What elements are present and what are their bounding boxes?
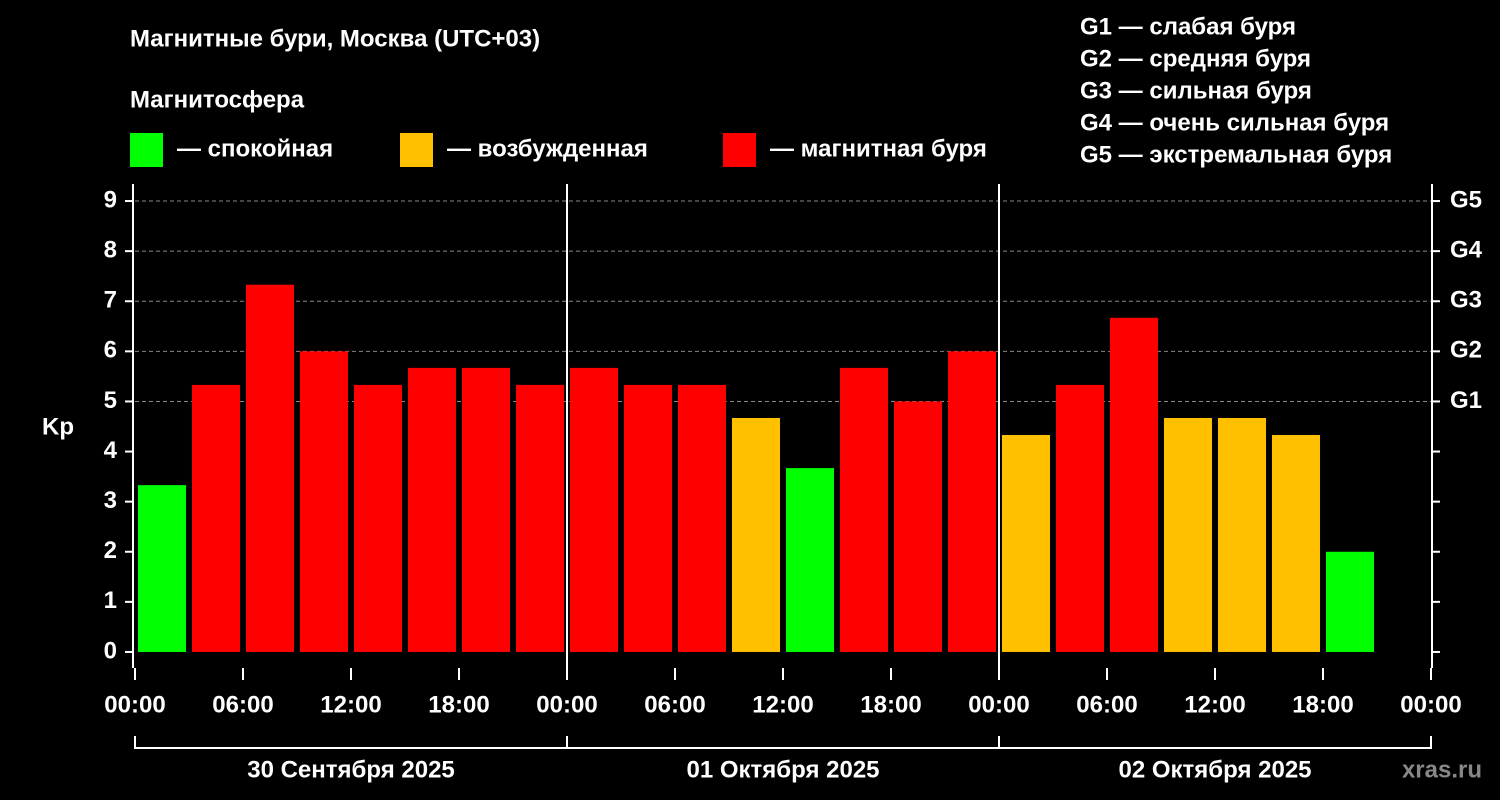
x-tick-label: 12:00 xyxy=(752,691,813,718)
storm-level: G4 — очень сильная буря xyxy=(1080,109,1389,136)
x-tick-label: 06:00 xyxy=(1076,691,1137,718)
watermark: xras.ru xyxy=(1402,756,1482,783)
bar xyxy=(785,468,835,652)
x-tick-label: 00:00 xyxy=(536,691,597,718)
y-tick-label: 8 xyxy=(104,236,117,263)
legend-swatch xyxy=(400,133,433,167)
bar xyxy=(893,401,943,652)
legend-label: — возбужденная xyxy=(447,135,648,162)
legend-swatch xyxy=(723,133,756,167)
bar xyxy=(137,485,187,652)
x-tick-label: 00:00 xyxy=(1400,691,1461,718)
bar xyxy=(623,384,673,652)
storm-level: G5 — экстремальная буря xyxy=(1080,141,1392,168)
storm-level: G3 — сильная буря xyxy=(1080,77,1312,104)
bar xyxy=(1055,384,1105,652)
bar xyxy=(245,284,295,652)
legend-label: — спокойная xyxy=(177,135,333,162)
bar xyxy=(407,367,457,652)
bar xyxy=(461,367,511,652)
y-axis-label: Kp xyxy=(42,413,74,440)
bar xyxy=(1325,551,1375,652)
y2-tick-label: G1 xyxy=(1450,387,1482,414)
y-tick-label: 9 xyxy=(104,186,117,213)
y-tick-label: 7 xyxy=(104,287,117,314)
day-label: 01 Октября 2025 xyxy=(686,756,879,783)
x-tick-label: 00:00 xyxy=(104,691,165,718)
y-tick-label: 6 xyxy=(104,337,117,364)
y-tick-label: 3 xyxy=(104,487,117,514)
bar xyxy=(947,351,997,652)
x-tick-label: 06:00 xyxy=(644,691,705,718)
x-tick-label: 18:00 xyxy=(860,691,921,718)
day-label: 30 Сентября 2025 xyxy=(247,756,455,783)
bar xyxy=(1109,317,1159,652)
x-tick-label: 12:00 xyxy=(320,691,381,718)
y-tick-label: 0 xyxy=(104,637,117,664)
bar xyxy=(515,384,565,652)
x-tick-label: 18:00 xyxy=(428,691,489,718)
y-tick-label: 4 xyxy=(104,437,118,464)
bar xyxy=(1271,435,1321,652)
bar xyxy=(1001,435,1051,652)
x-tick-label: 12:00 xyxy=(1184,691,1245,718)
legend-swatch xyxy=(130,133,163,167)
bar xyxy=(1217,417,1267,652)
y-tick-label: 1 xyxy=(104,587,117,614)
x-tick-label: 18:00 xyxy=(1292,691,1353,718)
subtitle: Магнитосфера xyxy=(130,86,305,113)
bar xyxy=(839,367,889,652)
bar xyxy=(353,384,403,652)
x-tick-label: 06:00 xyxy=(212,691,273,718)
y2-tick-label: G4 xyxy=(1450,236,1483,263)
bar xyxy=(731,417,781,652)
y2-tick-label: G3 xyxy=(1450,287,1482,314)
legend-label: — магнитная буря xyxy=(770,135,987,162)
bar xyxy=(299,351,349,652)
y2-tick-label: G2 xyxy=(1450,337,1482,364)
bar xyxy=(569,367,619,652)
storm-level: G1 — слабая буря xyxy=(1080,13,1296,40)
y-tick-label: 5 xyxy=(104,387,117,414)
day-label: 02 Октября 2025 xyxy=(1118,756,1311,783)
y-tick-label: 2 xyxy=(104,537,117,564)
bar xyxy=(191,384,241,652)
bar xyxy=(1163,417,1213,652)
y2-tick-label: G5 xyxy=(1450,186,1482,213)
bar xyxy=(677,384,727,652)
x-tick-label: 00:00 xyxy=(968,691,1029,718)
chart-title: Магнитные бури, Москва (UTC+03) xyxy=(130,25,540,52)
storm-level: G2 — средняя буря xyxy=(1080,45,1311,72)
